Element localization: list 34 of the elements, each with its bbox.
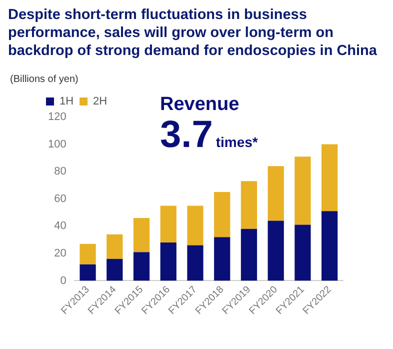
bar <box>80 264 96 281</box>
y-tick-label: 0 <box>60 274 66 287</box>
bar <box>187 245 204 281</box>
y-axis-title: (Billions of yen) <box>10 74 78 85</box>
legend-label: 1H <box>60 96 74 108</box>
bar <box>187 206 204 246</box>
bar <box>106 234 123 259</box>
bar <box>294 156 311 225</box>
y-tick-label: 20 <box>54 247 66 260</box>
bar <box>160 206 176 243</box>
bar <box>268 166 284 221</box>
y-tick-label: 60 <box>54 192 66 205</box>
y-tick-label: 120 <box>48 111 66 124</box>
y-tick-label: 100 <box>48 138 66 150</box>
bar <box>133 252 150 281</box>
bar <box>322 144 338 212</box>
bar <box>106 258 123 281</box>
y-tick-label: 80 <box>54 166 66 178</box>
bar <box>322 211 338 281</box>
bar <box>80 244 96 264</box>
annotation: times* <box>216 134 258 150</box>
bar <box>294 224 311 281</box>
bar <box>240 181 258 229</box>
bar <box>160 242 176 281</box>
chart-title: Despite short-term fluctuations in business performance, sales will grow over long-term on backdrop of strong demand for endoscopies in China <box>8 6 378 60</box>
bar <box>133 218 150 252</box>
text: Revenue <box>160 94 240 116</box>
bar <box>268 220 284 281</box>
bar <box>240 228 258 281</box>
bar <box>214 237 230 281</box>
legend-label: 2H <box>93 96 108 108</box>
y-tick-label: 40 <box>54 220 66 232</box>
annotation: 3.7 <box>160 114 213 156</box>
bar <box>214 192 230 238</box>
